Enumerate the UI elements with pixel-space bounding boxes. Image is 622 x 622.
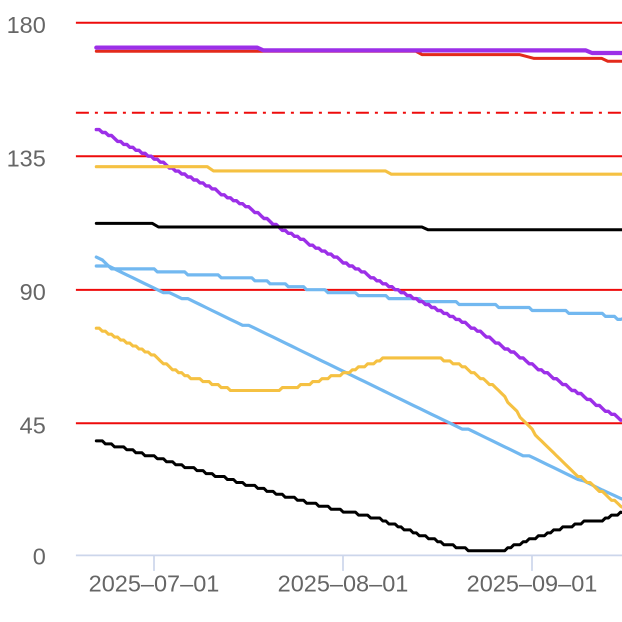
svg-text:180: 180 [7, 12, 46, 38]
svg-text:0: 0 [33, 544, 46, 570]
svg-text:2025–07–01: 2025–07–01 [89, 571, 220, 597]
svg-text:135: 135 [7, 146, 46, 172]
svg-text:45: 45 [20, 412, 46, 438]
svg-text:2025–09–01: 2025–09–01 [467, 571, 598, 597]
svg-text:2025–08–01: 2025–08–01 [278, 571, 409, 597]
svg-text:90: 90 [20, 279, 46, 305]
